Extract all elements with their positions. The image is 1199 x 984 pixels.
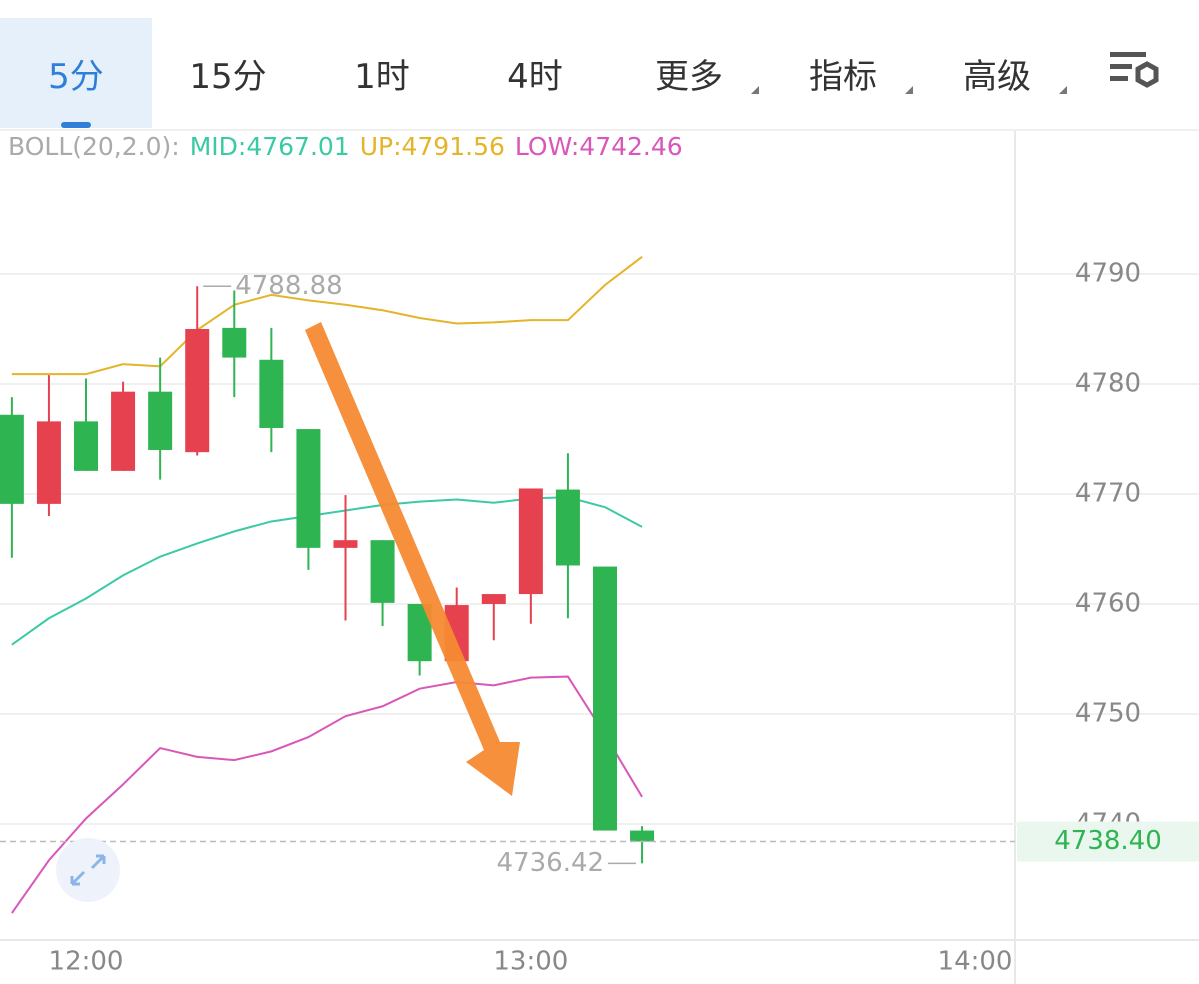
dropdown-marker xyxy=(751,86,759,94)
y-tick-label: 4760 xyxy=(1075,588,1141,618)
candle-body xyxy=(555,489,580,566)
candle-body xyxy=(333,540,358,548)
band-line xyxy=(11,496,643,646)
candle-body xyxy=(74,421,99,471)
candle-body xyxy=(592,566,617,831)
legend: BOLL(20,2.0): MID:4767.01 UP:4791.56 LOW:47… xyxy=(8,132,693,161)
dropdown-marker xyxy=(905,86,913,94)
x-tick-label: 12:00 xyxy=(49,947,124,977)
legend-entry: LOW:4742.46 xyxy=(514,132,683,161)
candle-body xyxy=(370,540,395,603)
band-line xyxy=(11,675,643,914)
min-label: 4736.42 xyxy=(497,848,605,878)
tab[interactable]: 高级 xyxy=(921,18,1073,128)
settings-icon[interactable] xyxy=(1110,52,1159,88)
band-line xyxy=(11,256,643,376)
last-price-label: 4738.40 xyxy=(1054,826,1162,856)
trend-arrow xyxy=(305,322,520,796)
tab-bar: 5分 15分 1时 4时 更多 指标 高级 xyxy=(0,0,1199,128)
icon-bar xyxy=(1110,64,1132,69)
y-tick-label: 4780 xyxy=(1075,368,1141,398)
x-tick-label: 14:00 xyxy=(938,947,1013,977)
candle-body xyxy=(0,414,24,504)
candle-body xyxy=(481,594,506,604)
zoom-button[interactable] xyxy=(56,838,120,902)
candle-body xyxy=(518,488,543,595)
candle-body xyxy=(259,359,284,428)
candle-body xyxy=(148,391,173,450)
x-tick-label: 13:00 xyxy=(493,947,568,977)
y-tick-label: 4750 xyxy=(1075,698,1141,728)
candle-body xyxy=(222,327,247,358)
dropdown-marker xyxy=(1059,86,1067,94)
y-tick-label: 4790 xyxy=(1075,258,1141,288)
plot: 47404750476047704780479012:0013:0014:004… xyxy=(0,129,1199,984)
legend-entry: UP:4791.56 xyxy=(359,132,505,161)
icon-bar xyxy=(1110,76,1128,81)
tab[interactable]: 更多 xyxy=(613,18,765,128)
legend-entry: MID:4767.01 xyxy=(189,132,350,161)
max-label: 4788.88 xyxy=(235,271,343,301)
candle-body xyxy=(630,830,655,842)
icon-hex xyxy=(1135,61,1159,88)
icon-bar xyxy=(1110,52,1146,57)
indicator-label: BOLL(20,2.0): xyxy=(8,132,180,161)
candle-body xyxy=(111,391,136,471)
tab[interactable]: 指标 xyxy=(767,18,919,128)
tab[interactable]: 15分 xyxy=(189,56,267,97)
last-price-box xyxy=(1017,821,1199,862)
tab[interactable]: 5分 xyxy=(0,18,152,128)
candle-body xyxy=(296,429,321,548)
candle-body xyxy=(185,328,210,453)
y-tick-label: 4770 xyxy=(1075,478,1141,508)
tab[interactable]: 1时 xyxy=(354,56,410,97)
zoom-icon xyxy=(70,854,106,886)
tab[interactable]: 4时 xyxy=(507,56,563,97)
candle-body xyxy=(36,421,61,504)
